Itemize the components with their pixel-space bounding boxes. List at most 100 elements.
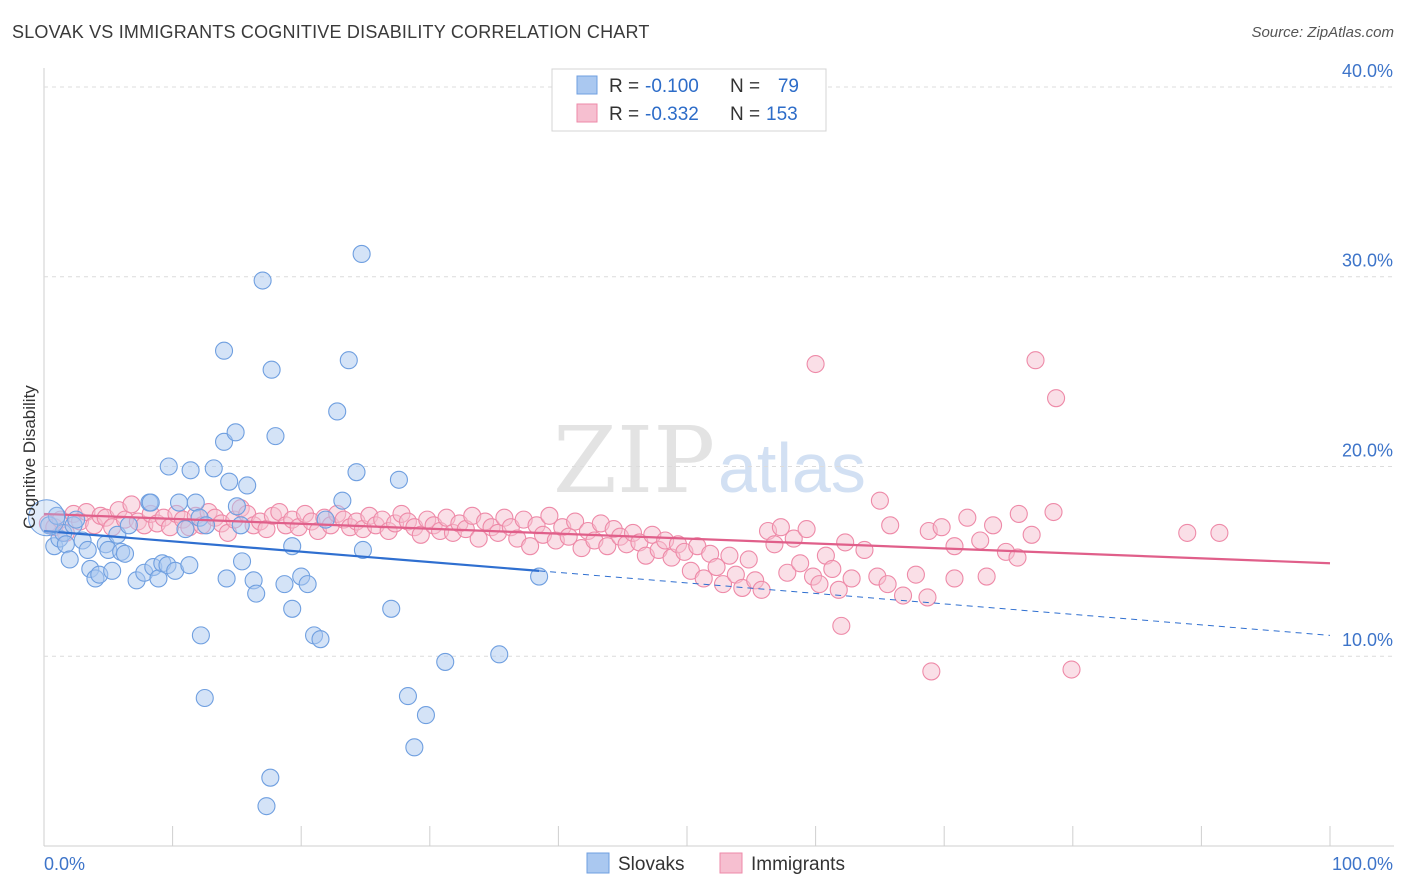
point-immigrants — [922, 662, 941, 681]
point-slovaks — [490, 645, 509, 664]
point-immigrants — [1009, 504, 1028, 523]
point-immigrants — [778, 563, 797, 582]
point-immigrants — [823, 559, 842, 579]
watermark: ZIP atlas — [553, 407, 866, 514]
point-immigrants — [694, 569, 713, 588]
point-immigrants — [566, 512, 585, 531]
point-immigrants — [842, 569, 861, 588]
point-slovaks — [169, 493, 189, 512]
stats-box: R = -0.100 N = 79 R = -0.332 N = 153 — [551, 68, 827, 132]
point-immigrants — [739, 550, 758, 569]
point-slovaks — [204, 459, 223, 478]
point-slovaks — [530, 567, 549, 586]
point-slovaks — [262, 360, 281, 379]
point-immigrants — [598, 537, 617, 556]
point-slovaks — [333, 491, 352, 510]
point-slovaks — [339, 351, 358, 370]
point-immigrants — [810, 575, 829, 594]
point-immigrants — [1210, 523, 1229, 542]
point-slovaks — [398, 687, 417, 706]
stats-r-label: R = — [609, 76, 639, 97]
point-slovaks — [227, 497, 246, 516]
point-immigrants — [971, 531, 990, 550]
point-immigrants — [752, 580, 771, 599]
y-axis-label: Cognitive Disability — [20, 385, 39, 529]
point-slovaks — [353, 540, 372, 560]
point-immigrants — [945, 569, 964, 588]
point-immigrants — [1008, 548, 1027, 567]
point-immigrants — [707, 558, 726, 577]
point-immigrants — [1044, 502, 1063, 522]
point-slovaks — [60, 550, 79, 569]
point-slovaks — [261, 768, 280, 787]
point-slovaks — [352, 244, 371, 264]
point-slovaks — [405, 738, 424, 757]
point-immigrants — [984, 516, 1003, 535]
y-tick-label: 10.0% — [1342, 630, 1393, 650]
y-tick-label: 20.0% — [1342, 440, 1393, 460]
point-slovaks — [298, 575, 317, 594]
point-slovaks — [176, 520, 195, 539]
legend-item-immigrants[interactable]: Immigrants — [719, 852, 845, 875]
x-tick-marks — [172, 826, 1331, 846]
point-slovaks — [195, 688, 214, 708]
point-immigrants — [855, 540, 874, 560]
point-immigrants — [521, 537, 540, 556]
point-slovaks — [382, 599, 401, 618]
trendline-extension-slovaks — [539, 570, 1331, 636]
legend-swatch-slovaks — [586, 852, 610, 874]
point-immigrants — [881, 516, 900, 535]
point-slovaks — [191, 626, 210, 645]
point-slovaks — [217, 569, 236, 588]
point-slovaks — [231, 516, 250, 535]
point-immigrants — [870, 491, 889, 510]
point-immigrants — [829, 580, 848, 599]
point-immigrants — [806, 354, 825, 374]
point-immigrants — [791, 554, 810, 573]
stats-row-slovaks: R = -0.100 N = 79 — [576, 75, 799, 97]
point-immigrants — [540, 506, 559, 525]
series-immigrants — [38, 351, 1229, 681]
point-slovaks — [347, 463, 366, 482]
point-slovaks — [181, 461, 200, 480]
point-immigrants — [906, 565, 925, 584]
point-slovaks — [283, 599, 302, 618]
point-slovaks — [266, 427, 285, 446]
point-slovaks — [328, 402, 347, 421]
stats-row-immigrants: R = -0.332 N = 153 — [576, 103, 798, 125]
point-slovaks — [220, 472, 239, 491]
legend-swatch-immigrants — [719, 852, 743, 874]
chart-title: SLOVAK VS IMMIGRANTS COGNITIVE DISABILIT… — [12, 22, 650, 42]
point-immigrants — [945, 537, 964, 556]
point-immigrants — [1026, 351, 1045, 370]
point-slovaks — [226, 423, 245, 442]
point-immigrants — [1047, 389, 1066, 408]
legend-item-slovaks[interactable]: Slovaks — [586, 852, 685, 875]
legend-label-slovaks: Slovaks — [618, 854, 685, 875]
stats-n-value: 153 — [766, 104, 798, 125]
point-immigrants — [559, 527, 578, 546]
point-immigrants — [122, 495, 141, 514]
point-immigrants — [836, 533, 855, 552]
point-slovaks — [180, 556, 199, 575]
series-slovaks — [40, 244, 549, 816]
series-layer — [28, 244, 1331, 816]
point-immigrants — [977, 567, 996, 586]
point-immigrants — [713, 575, 733, 594]
stats-swatch-immigrants — [576, 103, 598, 123]
y-tick-label: 40.0% — [1342, 61, 1393, 81]
point-immigrants — [918, 588, 937, 607]
stats-n-label: N = — [730, 104, 760, 125]
point-immigrants — [893, 586, 913, 605]
point-slovaks — [103, 561, 122, 580]
point-slovaks — [78, 540, 97, 560]
point-slovaks — [238, 476, 257, 495]
point-slovaks — [67, 510, 86, 529]
watermark-right: atlas — [718, 429, 866, 507]
trendline-immigrants — [43, 512, 1331, 565]
point-immigrants — [1178, 523, 1197, 542]
x-tick-label-max: 100.0% — [1332, 854, 1393, 874]
point-immigrants — [771, 518, 790, 537]
stats-n-label: N = — [730, 76, 760, 97]
